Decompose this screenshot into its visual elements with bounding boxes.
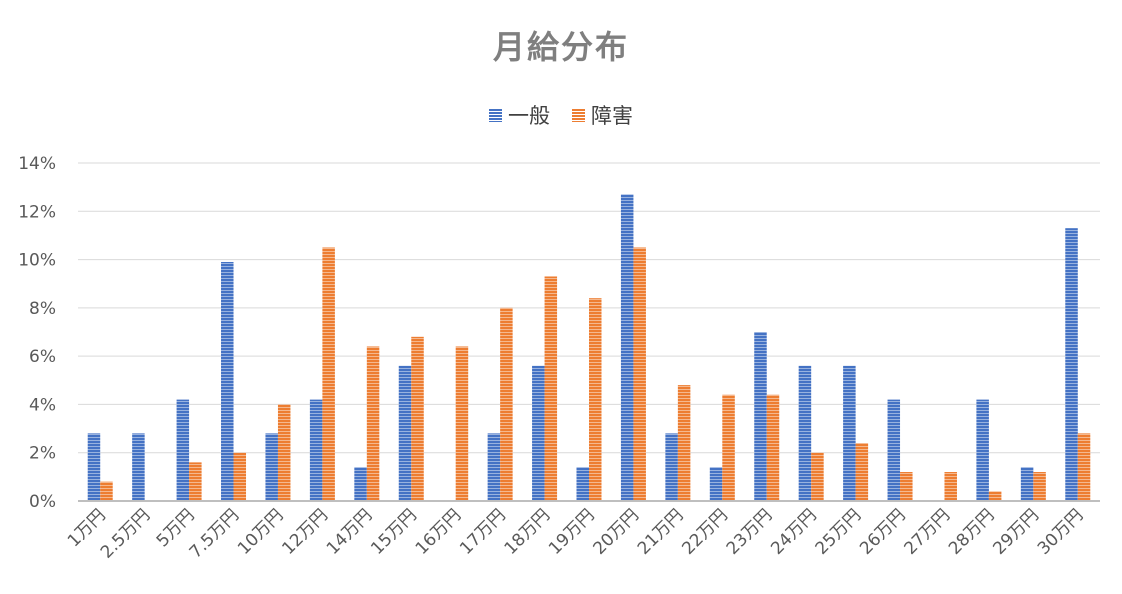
- bar-series-1: [544, 276, 558, 501]
- bar-series-0: [620, 194, 634, 501]
- bar-series-0: [754, 332, 767, 501]
- y-tick-label: 12%: [18, 202, 56, 222]
- x-tick-label: 10万円: [234, 505, 287, 558]
- bar-series-1: [811, 452, 824, 501]
- bar-series-1: [233, 452, 247, 501]
- bar-series-0: [265, 433, 278, 501]
- legend-item-series-1: 障害: [572, 100, 633, 130]
- legend-swatch-series-1: [572, 108, 585, 122]
- bar-series-1: [900, 472, 913, 501]
- bar-series-0: [665, 433, 678, 501]
- x-tick-label: 30万円: [1034, 505, 1087, 558]
- bar-series-0: [1020, 467, 1034, 501]
- x-tick-label: 15万円: [367, 505, 420, 558]
- x-tick-label: 16万円: [412, 505, 465, 558]
- x-tick-label: 23万円: [723, 505, 776, 558]
- bar-series-0: [309, 399, 323, 501]
- x-tick-label: 17万円: [456, 505, 509, 558]
- y-tick-label: 4%: [29, 395, 56, 415]
- bar-series-0: [843, 365, 856, 501]
- bar-series-0: [221, 261, 234, 501]
- x-tick-label: 20万円: [589, 505, 642, 558]
- legend-item-series-0: 一般: [489, 100, 550, 130]
- bar-series-1: [589, 298, 602, 501]
- x-tick-label: 29万円: [989, 505, 1042, 558]
- x-tick-label: 7.5万円: [186, 505, 243, 562]
- y-tick-label: 14%: [18, 154, 56, 174]
- bar-series-1: [855, 443, 869, 501]
- bar-series-0: [132, 433, 145, 501]
- legend: 一般 障害: [0, 100, 1122, 130]
- x-tick-label: 2.5万円: [97, 505, 154, 562]
- bar-series-0: [1065, 228, 1078, 501]
- bar-series-1: [766, 394, 780, 501]
- y-tick-label: 2%: [29, 444, 56, 464]
- x-tick-label: 18万円: [501, 505, 554, 558]
- bar-series-0: [887, 399, 901, 501]
- x-tick-label: 24万円: [767, 505, 820, 558]
- x-tick-label: 12万円: [278, 505, 331, 558]
- y-tick-label: 8%: [29, 299, 56, 319]
- x-tick-label: 26万円: [856, 505, 909, 558]
- bar-series-1: [944, 472, 957, 501]
- legend-label-series-0: 一般: [508, 104, 550, 128]
- x-tick-label: 22万円: [678, 505, 731, 558]
- x-tick-label: 19万円: [545, 505, 598, 558]
- bar-series-0: [354, 467, 367, 501]
- bar-series-1: [988, 491, 1002, 501]
- bar-series-0: [87, 433, 101, 501]
- bar-series-1: [366, 346, 380, 501]
- bar-series-0: [798, 365, 812, 501]
- x-tick-label: 27万円: [901, 505, 954, 558]
- bar-series-1: [633, 247, 646, 501]
- legend-swatch-series-0: [489, 108, 502, 122]
- bar-series-0: [398, 365, 412, 501]
- y-tick-label: 0%: [29, 492, 56, 512]
- bar-series-1: [500, 307, 513, 501]
- bar-series-0: [487, 433, 501, 501]
- x-tick-label: 25万円: [812, 505, 865, 558]
- bar-series-0: [532, 365, 545, 501]
- bar-series-1: [1033, 472, 1046, 501]
- y-tick-label: 10%: [18, 251, 56, 271]
- x-tick-label: 28万円: [945, 505, 998, 558]
- bar-series-1: [677, 385, 691, 501]
- bar-series-1: [322, 247, 335, 501]
- bar-series-1: [1077, 433, 1091, 501]
- y-tick-label: 6%: [29, 347, 56, 367]
- bar-series-1: [100, 481, 113, 501]
- chart-title: 月給分布: [492, 28, 629, 66]
- bar-series-0: [709, 467, 723, 501]
- bar-series-0: [576, 467, 589, 501]
- bar-series-1: [411, 336, 424, 501]
- x-tick-label: 21万円: [634, 505, 687, 558]
- bar-series-1: [455, 346, 469, 501]
- bar-series-0: [176, 399, 190, 501]
- x-tick-label: 14万円: [323, 505, 376, 558]
- legend-label-series-1: 障害: [591, 104, 633, 128]
- bar-series-1: [189, 462, 202, 501]
- bar-series-1: [277, 404, 291, 501]
- bar-series-0: [976, 399, 989, 501]
- bar-series-1: [722, 394, 735, 501]
